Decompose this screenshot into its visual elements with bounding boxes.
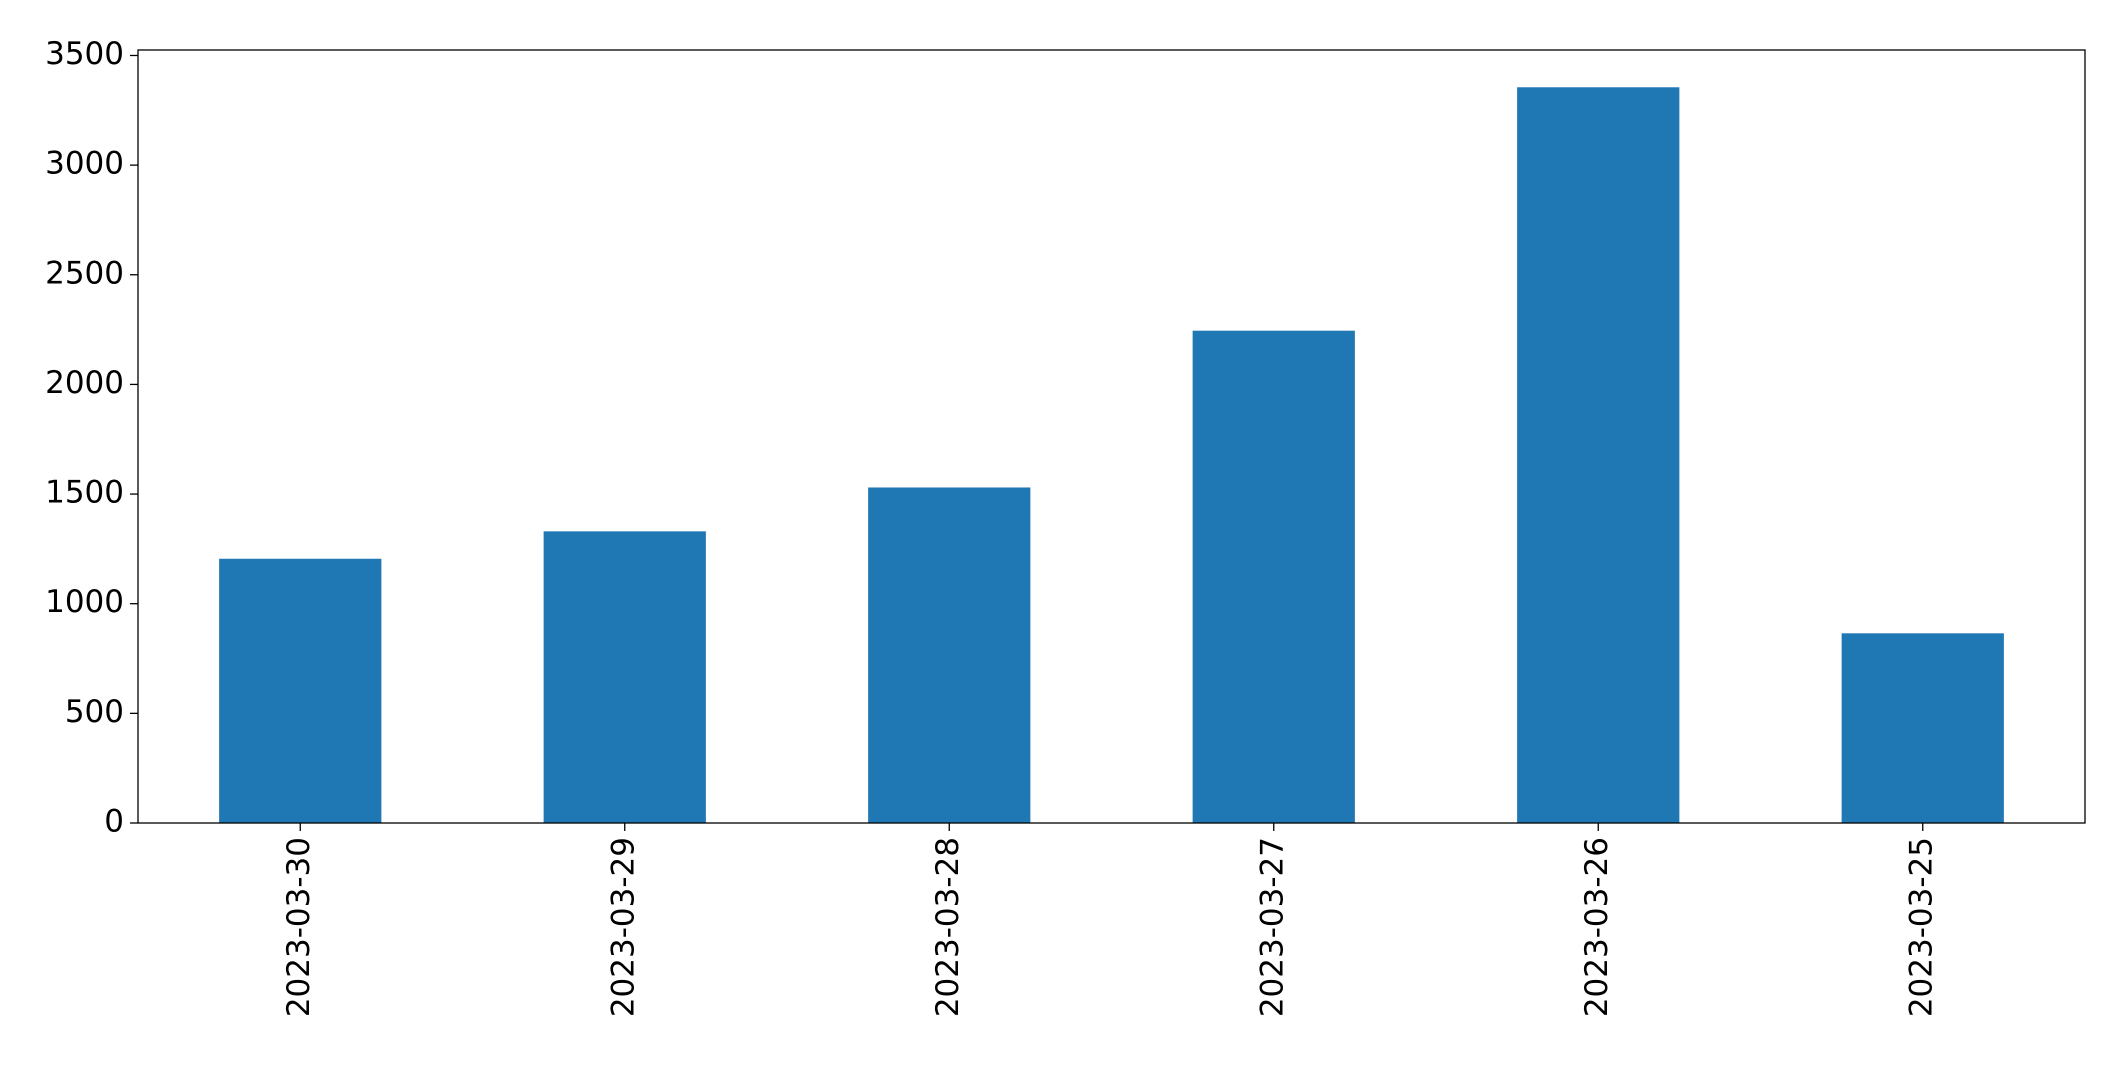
x-tick-label: 2023-03-29 [605,837,641,1017]
bar [219,558,382,823]
y-tick-label: 3000 [45,146,124,182]
x-tick-label: 2023-03-25 [1903,837,1939,1017]
y-tick-label: 2500 [45,255,124,291]
y-tick-label: 3500 [45,36,124,72]
x-tick-label: 2023-03-27 [1254,837,1290,1017]
bar [868,487,1031,823]
x-tick-label: 2023-03-26 [1579,837,1615,1017]
y-tick-label: 0 [104,804,124,840]
x-tick-label: 2023-03-28 [930,837,966,1017]
y-tick-label: 500 [65,694,124,730]
y-tick-label: 2000 [45,365,124,401]
bar [1841,633,2004,823]
plot-frame [137,49,2086,824]
x-tick-label: 2023-03-30 [281,837,317,1017]
bar [1192,330,1355,823]
bar [543,531,706,823]
bar [1517,87,1680,824]
y-tick-label: 1500 [45,475,124,511]
y-tick-label: 1000 [45,584,124,620]
